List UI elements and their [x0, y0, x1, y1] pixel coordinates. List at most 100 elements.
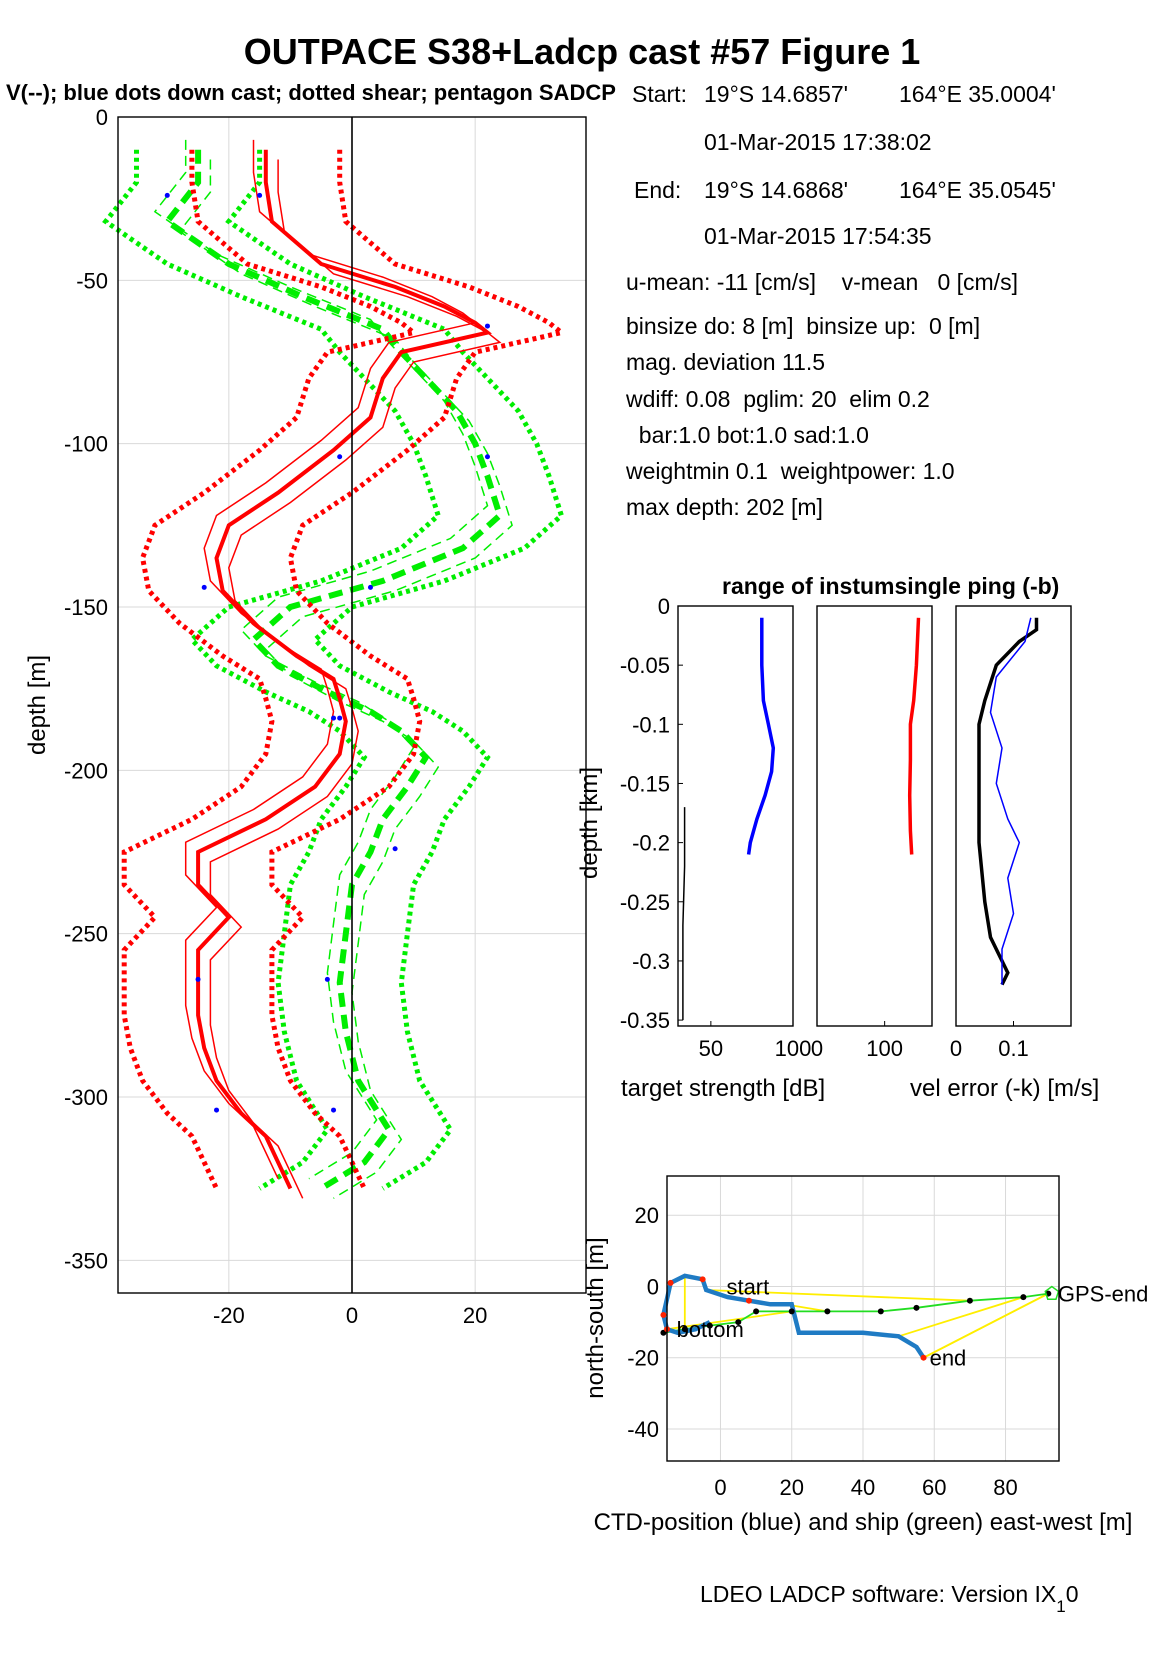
ship-fix-dot [824, 1308, 831, 1315]
downcast-dot [324, 976, 330, 982]
x-tick-label: 100 [775, 1036, 812, 1061]
position-plot: 0 20 40 60 80 20 0 -20 -40 start bottom end GPS-end C… [582, 1175, 1149, 1536]
info-mean: u-mean: -11 [cm/s] v-mean 0 [cm/s] [626, 269, 1018, 295]
y-tick-label: 0 [96, 105, 108, 130]
info-wdiff: wdiff: 0.08 pglim: 20 elim 0.2 [625, 386, 930, 412]
y-tick-label: -100 [64, 432, 108, 457]
x-axis-label: target strength [dB] [621, 1075, 825, 1102]
ship-fix-dot [681, 1326, 688, 1333]
ship-fix-dot [706, 1322, 713, 1329]
y-tick-label: -40 [627, 1417, 659, 1442]
ship-fix-dot [788, 1308, 795, 1315]
y-tick-label: -0.05 [620, 653, 670, 678]
x-tick-label: 100 [866, 1036, 903, 1061]
v-profile-thin-line [153, 139, 489, 1180]
x-tick-label: 0 [811, 1036, 823, 1061]
ship-fix-dot [913, 1304, 920, 1311]
downcast-dot [337, 715, 343, 721]
end-lon: 164°E 35.0545' [899, 177, 1056, 203]
ctd-fix-dot [699, 1276, 706, 1283]
start-time: 01-Mar-2015 17:38:02 [704, 129, 932, 155]
panel-frame [677, 605, 794, 1027]
y-tick-label: -200 [64, 758, 108, 783]
figure-subtitle: V(--); blue dots down cast; dotted shear… [6, 80, 616, 105]
x-tick-label: 0.1 [998, 1036, 1029, 1061]
target-strength-plot: 0 -0.05 -0.1 -0.15 -0.2 -0.25 -0.3 -0.35 50 100 ra… [576, 573, 1099, 1102]
vel-error-plot: 0 0.1 [950, 605, 1072, 1061]
downcast-dot [201, 584, 207, 590]
x-tick-label: -20 [213, 1303, 245, 1328]
x-tick-label: 20 [779, 1475, 803, 1500]
track-label: GPS-end [1058, 1282, 1149, 1307]
downcast-dot [257, 192, 263, 198]
y-tick-label: -0.1 [632, 712, 670, 737]
ship-fix-dot [753, 1308, 760, 1315]
y-axis-label: north-south [m] [582, 1237, 609, 1398]
ship-fix-dot [735, 1319, 742, 1326]
ctd-ship-link [898, 1296, 1024, 1338]
x-tick-label: 40 [851, 1475, 875, 1500]
footer-end: 0 [1066, 1581, 1079, 1607]
y-tick-label: -300 [64, 1085, 108, 1110]
footer-software: LDEO LADCP software: Version IX10 [700, 1581, 1079, 1616]
panel-frame [816, 605, 933, 1027]
u-profile-line [196, 149, 492, 1190]
info-bar: bar:1.0 bot:1.0 sad:1.0 [626, 422, 869, 448]
downcast-dot [484, 323, 490, 329]
u-profile-thin-line [184, 139, 477, 1180]
ctd-ship-link [706, 1289, 970, 1302]
end-label: End: [634, 177, 681, 203]
v-shear-upper-line [225, 149, 565, 1191]
footer-main: LDEO LADCP software: Version IX [700, 1581, 1056, 1607]
series-line [746, 617, 776, 855]
x-tick-label: 80 [993, 1475, 1017, 1500]
y-tick-label: -0.25 [620, 890, 670, 915]
track-label: start [726, 1274, 769, 1299]
v-profile-thin-line [178, 159, 513, 1199]
u-shear-lower-line [121, 149, 420, 1190]
start-lon: 164°E 35.0004' [899, 81, 1056, 107]
track-label: bottom [677, 1317, 744, 1342]
panel-frame [955, 605, 1072, 1027]
y-tick-label: -250 [64, 922, 108, 947]
figure-title: OUTPACE S38+Ladcp cast #57 Figure 1 [244, 31, 921, 72]
cast-info: Start: 19°S 14.6857' 164°E 35.0004' 01-M… [625, 81, 1056, 520]
x-tick-label: 0 [950, 1036, 962, 1061]
series-line [989, 617, 1032, 985]
v-profile-line [162, 149, 504, 1192]
y-tick-label: -50 [76, 268, 108, 293]
range-plot: 0 100 [811, 605, 933, 1061]
end-time: 01-Mar-2015 17:54:35 [704, 223, 932, 249]
x-axis-label: CTD-position (blue) and ship (green) eas… [594, 1509, 1133, 1536]
downcast-dot [164, 192, 170, 198]
x-tick-label: 50 [699, 1036, 723, 1061]
ship-fix-dot [1020, 1294, 1027, 1301]
start-label: Start: [632, 81, 687, 107]
footer-sub: 1 [1056, 1597, 1065, 1616]
end-lat: 19°S 14.6868' [704, 177, 848, 203]
downcast-dot [337, 454, 343, 460]
x-tick-label: 20 [463, 1303, 487, 1328]
info-binsize: binsize do: 8 [m] binsize up: 0 [m] [626, 313, 980, 339]
info-magdev: mag. deviation 11.5 [626, 349, 825, 375]
u-profile-thin-line [209, 159, 502, 1199]
ship-fix-dot [877, 1308, 884, 1315]
y-axis-label: depth [m] [24, 655, 51, 755]
series-line [907, 617, 921, 855]
u-shear-upper-line [269, 149, 568, 1190]
x-tick-label: 0 [346, 1303, 358, 1328]
downcast-dot [367, 584, 373, 590]
downcast-dot [195, 976, 201, 982]
v-shear-lower-line [102, 149, 442, 1191]
y-tick-label: -150 [64, 595, 108, 620]
plot-frame [117, 116, 587, 1294]
ctd-fix-dot [745, 1297, 752, 1304]
plot-frame [666, 1175, 1060, 1462]
ctd-fix-dot [920, 1354, 927, 1361]
info-maxdepth: max depth: 202 [m] [626, 494, 823, 520]
velocity-profile-plot: -20 0 200-50-100-150-200-250-300-350depth … [24, 105, 587, 1328]
panel-title: range of instumsingle ping (-b) [722, 573, 1059, 599]
gps-end-marker [1044, 1285, 1060, 1301]
y-axis-label: depth [km] [576, 767, 603, 879]
series-line [682, 807, 686, 1021]
